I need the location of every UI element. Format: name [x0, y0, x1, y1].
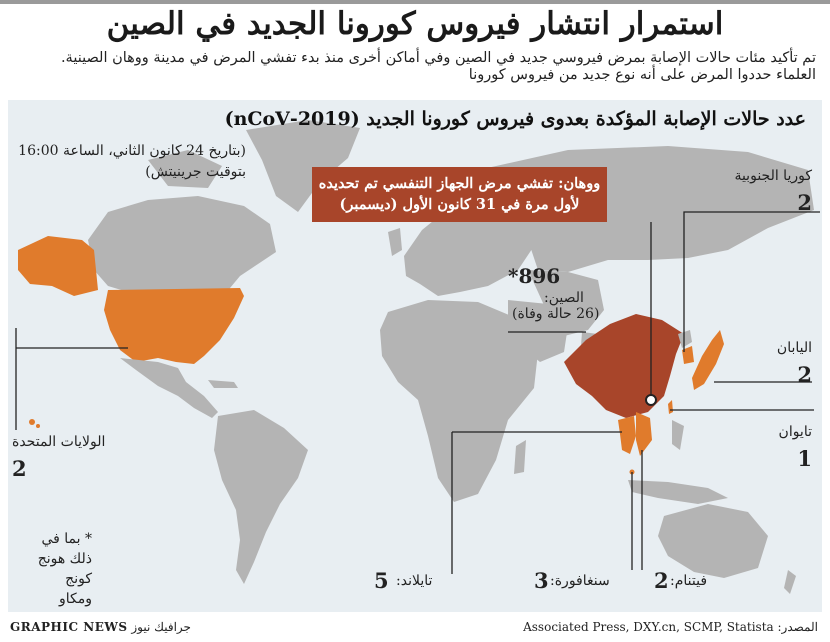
- usa-name: الولايات المتحدة: [12, 434, 106, 450]
- credit: GRAPHIC NEWS جرافيك نيوز: [10, 620, 191, 634]
- australia: [658, 504, 768, 578]
- credit-brand: GRAPHIC NEWS: [10, 620, 128, 634]
- uk: [388, 228, 402, 256]
- china: [564, 314, 684, 418]
- japan-name: اليابان: [776, 340, 812, 356]
- footnote: * بما في ذلك هونج كونج ومكاو: [37, 531, 92, 607]
- thailand-name: تايلاند:: [396, 573, 433, 589]
- south-korea: [682, 346, 694, 364]
- usa-value: 2: [12, 456, 27, 481]
- vietnam-name: فيتنام:: [670, 573, 708, 589]
- japan-value: 2: [797, 362, 812, 387]
- hawaii: [29, 419, 35, 425]
- south-korea-name: كوريا الجنوبية: [734, 168, 812, 184]
- intro-text: تم تأكيد مئات حالات الإصابة بمرض فيروسي …: [60, 50, 816, 83]
- arctic-islands: [148, 150, 222, 188]
- taiwan-value: 1: [797, 446, 812, 471]
- map-title: عدد حالات الإصابة المؤكدة بعدوى فيروس كو…: [224, 108, 806, 130]
- source-line: المصدر: Associated Press, DXY.cn, SCMP, …: [523, 620, 818, 634]
- central-asia: [528, 270, 604, 336]
- leader-usa: [15, 328, 128, 349]
- philippines: [672, 420, 684, 450]
- thailand: [618, 416, 636, 454]
- vietnam-value: 2: [654, 568, 669, 593]
- greenland: [246, 120, 360, 212]
- wuhan-marker: [645, 394, 657, 406]
- new-zealand: [784, 570, 796, 594]
- north-korea: [678, 330, 692, 348]
- africa: [380, 300, 538, 502]
- thailand-value: 5: [374, 568, 389, 593]
- china-deaths: (26 حالة وفاة): [512, 306, 600, 322]
- leader-thailand: [451, 431, 622, 574]
- usa: [104, 288, 244, 364]
- madagascar: [514, 440, 526, 474]
- canada: [88, 196, 276, 306]
- vietnam: [636, 412, 652, 456]
- date-note: (بتاريخ 24 كانون الثاني، الساعة 16:00 بت…: [18, 143, 246, 180]
- singapore-value: 3: [534, 568, 549, 593]
- headline: استمرار انتشار فيروس كورونا الجديد في ال…: [106, 6, 724, 42]
- taiwan-name: تايوان: [778, 424, 812, 440]
- mexico: [120, 358, 218, 418]
- top-rule: [0, 0, 830, 4]
- japan: [692, 330, 724, 390]
- indonesia: [628, 480, 728, 504]
- china-name: الصين:: [544, 290, 584, 306]
- singapore-name: سنغافورة:: [550, 573, 610, 589]
- china-value: 896*: [508, 264, 561, 288]
- south-america: [214, 410, 308, 584]
- alaska: [18, 236, 98, 296]
- wuhan-callout: ووهان: تفشي مرض الجهاز التنفسي تم تحديده…: [312, 167, 607, 222]
- cuba: [208, 380, 238, 388]
- leader-korea: [683, 211, 820, 352]
- credit-arabic: جرافيك نيوز: [131, 620, 191, 634]
- south-korea-value: 2: [797, 190, 812, 215]
- taiwan: [668, 400, 673, 414]
